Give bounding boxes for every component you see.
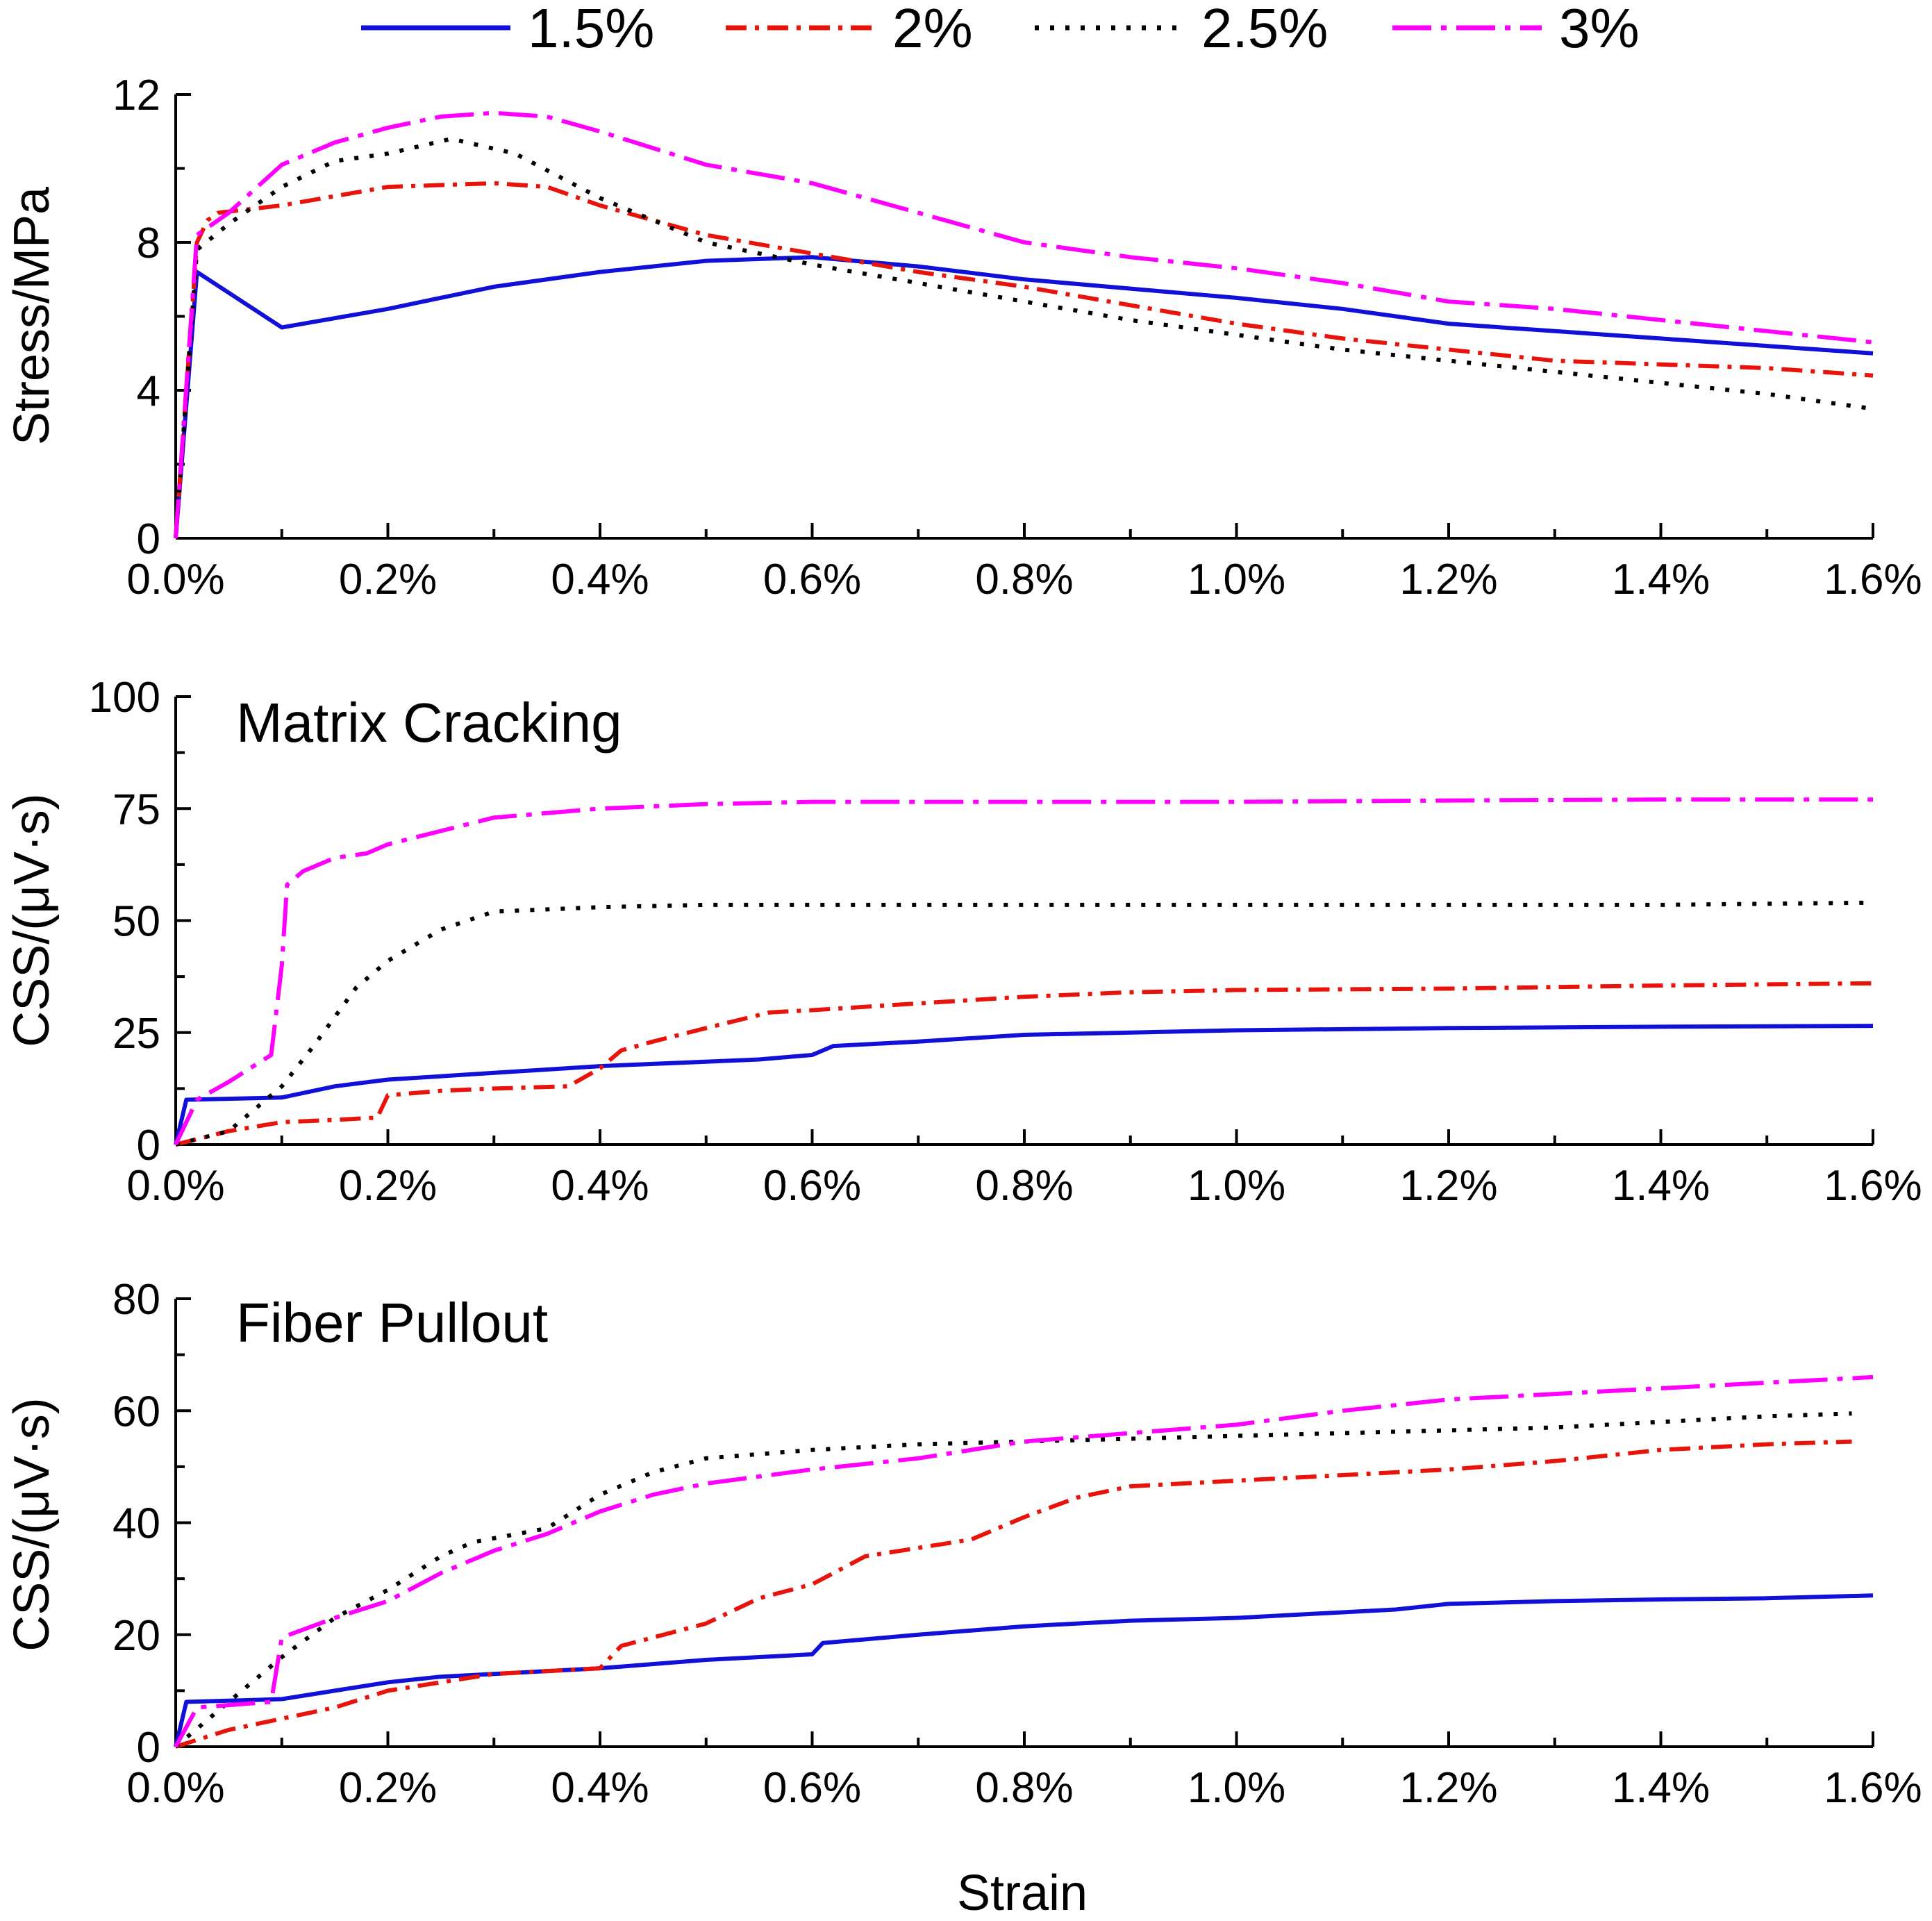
legend-label: 3% — [1559, 0, 1640, 59]
y-tick-label: 50 — [113, 898, 160, 946]
x-tick-label: 0.4% — [551, 1764, 649, 1812]
x-tick-label: 1.6% — [1824, 1162, 1922, 1210]
x-tick-label: 1.2% — [1399, 1764, 1497, 1812]
y-tick-label: 20 — [113, 1612, 160, 1660]
y-tick-label: 12 — [113, 72, 160, 119]
panel-matrix-cracking: Matrix Cracking CSS/(μV·s) 0.0% 0.2% 0.4% 0… — [4, 674, 1922, 1210]
y-tick-label: 60 — [113, 1388, 160, 1436]
x-tick-label: 0.6% — [763, 556, 861, 604]
x-tick-label: 0.4% — [551, 1162, 649, 1210]
x-tick-label: 1.0% — [1188, 1764, 1285, 1812]
y-axis-title-matrix-cracking: CSS/(μV·s) — [4, 793, 60, 1047]
series-line-2pct — [174, 181, 1874, 539]
series-line-2pct — [175, 1439, 1852, 1749]
y-tick-label: 0 — [137, 515, 160, 563]
x-tick-label: 0.2% — [339, 556, 437, 604]
y-tick-label: 40 — [113, 1500, 160, 1548]
x-tick-label: 0.6% — [763, 1764, 861, 1812]
x-tick-label: 0.0% — [126, 1764, 224, 1812]
x-tick-label: 0.4% — [551, 556, 649, 604]
x-tick-label: 0.0% — [126, 1162, 224, 1210]
x-tick-label: 0.0% — [126, 556, 224, 604]
y-tick-label: 80 — [113, 1276, 160, 1324]
panel-stress: Stress/MPa 0.0% 0.2% 0.4% 0.6% 0.8% 1.0% 1.2% 1… — [4, 72, 1922, 604]
y-axis-title-stress: Stress/MPa — [4, 186, 60, 445]
x-tick-label: 1.6% — [1824, 556, 1922, 604]
x-tick-label: 0.6% — [763, 1162, 861, 1210]
x-tick-label: 1.4% — [1612, 1162, 1710, 1210]
legend-label: 2% — [892, 0, 973, 59]
x-tick-label: 1.6% — [1824, 1764, 1922, 1812]
x-tick-label: 1.0% — [1188, 1162, 1285, 1210]
series-line-2-5pct — [174, 136, 1874, 539]
x-tick-label: 1.4% — [1612, 1764, 1710, 1812]
series-line-2pct — [175, 981, 1874, 1147]
y-tick-label: 25 — [113, 1010, 160, 1058]
legend-label: 1.5% — [528, 0, 654, 59]
y-tick-label: 100 — [89, 674, 160, 722]
x-tick-label: 0.2% — [339, 1764, 437, 1812]
x-tick-label: 1.2% — [1399, 556, 1497, 604]
x-tick-label: 0.8% — [975, 1764, 1073, 1812]
x-tick-label: 1.2% — [1399, 1162, 1497, 1210]
series-line-3pct — [174, 1374, 1874, 1748]
series-line-3pct — [174, 110, 1874, 539]
series-line-2-5pct — [174, 1411, 1852, 1749]
y-axis-title-fiber-pullout: CSS/(μV·s) — [4, 1397, 60, 1651]
series-line-3pct — [174, 797, 1873, 1146]
x-tick-label: 1.0% — [1188, 556, 1285, 604]
legend: 1.5% 2% 2.5% 3% — [361, 0, 1640, 59]
x-tick-label: 0.8% — [975, 556, 1073, 604]
y-tick-label: 0 — [137, 1122, 160, 1170]
y-tick-label: 75 — [113, 785, 160, 833]
x-axis-title: Strain — [957, 1865, 1088, 1921]
series-line-1-5pct — [174, 1593, 1874, 1747]
y-tick-label: 4 — [137, 367, 160, 415]
x-tick-label: 0.8% — [975, 1162, 1073, 1210]
y-tick-label: 8 — [137, 219, 160, 267]
x-tick-label: 0.2% — [339, 1162, 437, 1210]
series-line-2-5pct — [175, 900, 1874, 1147]
legend-label: 2.5% — [1201, 0, 1328, 59]
panel-fiber-pullout: Fiber Pullout CSS/(μV·s) 0.0% 0.2% 0.4% 0.6… — [4, 1276, 1922, 1812]
panel-matrix-cracking-title: Matrix Cracking — [236, 692, 622, 754]
series-line-1-5pct — [174, 1024, 1874, 1145]
panel-fiber-pullout-title: Fiber Pullout — [236, 1292, 548, 1354]
series-line-1-5pct — [174, 255, 1874, 539]
y-tick-label: 0 — [137, 1724, 160, 1772]
x-tick-label: 1.4% — [1612, 556, 1710, 604]
